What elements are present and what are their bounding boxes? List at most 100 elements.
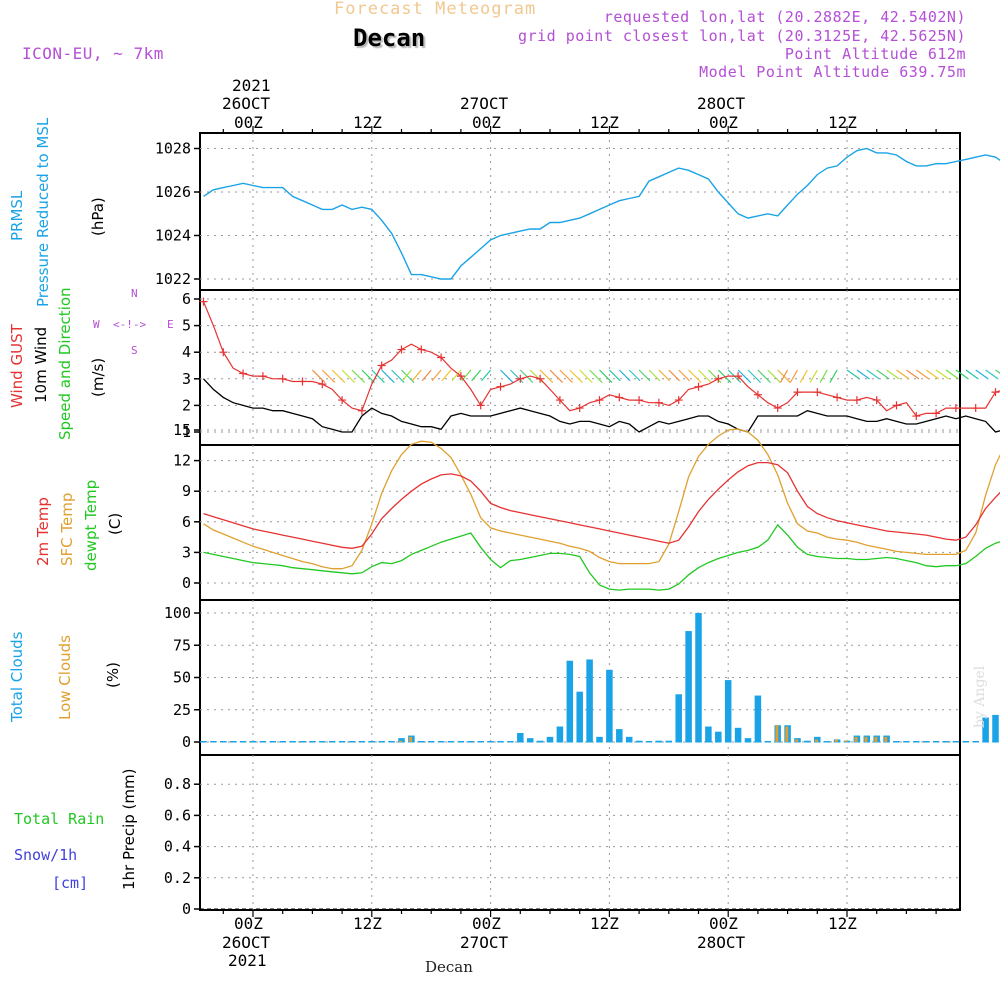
wind-gust-marker bbox=[793, 388, 802, 397]
wind-gust-marker bbox=[219, 348, 228, 357]
wind-gust-marker bbox=[298, 377, 307, 386]
pressure-line bbox=[203, 147, 1000, 280]
top-date-28oct: 28OCT bbox=[697, 94, 746, 113]
wind-gust-marker bbox=[714, 374, 723, 383]
precip-label-cm: [cm] bbox=[52, 874, 89, 892]
low-clouds-bar bbox=[399, 740, 403, 742]
clouds-baseline bbox=[645, 741, 653, 743]
wind-gust-marker bbox=[892, 401, 901, 410]
low-clouds-bar bbox=[775, 725, 779, 742]
station-title: Decan bbox=[353, 24, 426, 52]
total-clouds-bar bbox=[715, 731, 722, 742]
wind-ytick-label: 5 bbox=[182, 317, 191, 335]
wind-arrow bbox=[529, 369, 544, 384]
wind-gust-marker bbox=[476, 401, 485, 410]
wind-arrow bbox=[789, 369, 799, 383]
point-altitude: Point Altitude 612m bbox=[784, 45, 966, 63]
total-clouds-bar bbox=[586, 659, 593, 742]
wind-gust-marker bbox=[635, 396, 644, 405]
wind-arrow bbox=[856, 369, 870, 380]
clouds-baseline bbox=[239, 741, 247, 743]
wind-arrow bbox=[509, 369, 524, 384]
wind-arrow bbox=[698, 369, 712, 384]
total-clouds-bar bbox=[596, 736, 603, 742]
model-label: ICON-EU, ~ 7km bbox=[22, 44, 164, 63]
wind-arrow bbox=[451, 369, 462, 382]
wind-gust-marker bbox=[397, 345, 406, 354]
total-clouds-bar bbox=[517, 732, 524, 742]
total-clouds-bar bbox=[675, 694, 682, 742]
clouds-baseline bbox=[823, 741, 831, 743]
temp-label-dewpt: dewpt Temp bbox=[82, 479, 100, 571]
wind-arrow bbox=[569, 369, 583, 384]
temp-label-sfc: SFC Temp bbox=[58, 492, 76, 566]
top-hour-2: 00Z bbox=[472, 113, 501, 132]
low-clouds-bar bbox=[834, 739, 838, 742]
wind-arrow bbox=[608, 369, 621, 382]
top-hour-4: 00Z bbox=[709, 113, 738, 132]
wind-arrow bbox=[955, 369, 969, 380]
wind-arrow bbox=[589, 369, 603, 384]
pressure-unit: (hPa) bbox=[89, 197, 107, 236]
temperature-ytick-label: 15 bbox=[173, 421, 191, 439]
bottom-year: 2021 bbox=[228, 951, 267, 970]
clouds-ytick-label: 50 bbox=[173, 669, 191, 687]
wind-arrow bbox=[866, 369, 880, 380]
wind-direction-arrows bbox=[311, 369, 1000, 384]
clouds-baseline bbox=[962, 741, 970, 743]
low-clouds-bar bbox=[884, 736, 888, 742]
precipitation-frame bbox=[199, 754, 961, 911]
wind-arrow bbox=[757, 369, 771, 384]
total-clouds-bar bbox=[655, 740, 663, 742]
precipitation-ytick-label: 0.4 bbox=[164, 838, 191, 856]
wind-arrow bbox=[799, 369, 808, 383]
clouds-baseline bbox=[259, 741, 267, 743]
bottom-hour-3: 12Z bbox=[590, 914, 619, 933]
wind-gust-marker bbox=[694, 382, 703, 391]
super-title: Forecast Meteogram bbox=[334, 0, 537, 19]
temp-label-2m: 2m Temp bbox=[34, 497, 52, 566]
total-clouds-bar bbox=[734, 727, 742, 742]
clouds-baseline bbox=[249, 741, 257, 743]
total-clouds-bar bbox=[616, 729, 623, 742]
total-clouds-bar bbox=[576, 691, 583, 742]
bottom-date-27oct: 27OCT bbox=[460, 933, 509, 952]
wind-arrow bbox=[549, 369, 564, 384]
bottom-date-28oct: 28OCT bbox=[697, 933, 746, 952]
wind-arrow bbox=[321, 369, 336, 384]
wind-10m-line bbox=[203, 378, 1000, 433]
clouds-ytick-label: 100 bbox=[164, 604, 191, 622]
temp-unit: (C) bbox=[106, 512, 124, 535]
wind-arrow bbox=[779, 369, 789, 383]
clouds-baseline bbox=[319, 741, 326, 743]
clouds-baseline bbox=[942, 741, 950, 743]
precip-label-rain: Total Rain bbox=[14, 810, 105, 828]
wind-arrow bbox=[361, 369, 375, 384]
wind-arrow bbox=[658, 369, 671, 382]
pressure-frame bbox=[199, 132, 961, 291]
wind-arrow bbox=[371, 369, 385, 384]
wind-gust-marker bbox=[258, 372, 267, 381]
precip-label-snow: Snow/1h bbox=[14, 846, 78, 864]
wind-ytick-label: 3 bbox=[182, 370, 191, 388]
wind-gust-marker bbox=[991, 388, 1000, 397]
wind-arrow bbox=[688, 369, 702, 384]
clouds-ytick-label: 25 bbox=[173, 701, 191, 719]
low-clouds-bar bbox=[795, 739, 799, 742]
clouds-baseline bbox=[487, 741, 494, 743]
clouds-baseline bbox=[952, 741, 960, 743]
wind-arrow bbox=[648, 369, 661, 382]
clouds-baseline bbox=[893, 741, 900, 743]
wind-arrow bbox=[767, 369, 781, 384]
temperature-panel: 0 3 6 9 12 15 bbox=[173, 421, 961, 601]
wind-arrow bbox=[331, 369, 346, 384]
bottom-hour-2: 00Z bbox=[472, 914, 501, 933]
wind-arrow bbox=[678, 369, 690, 382]
wind-arrow bbox=[846, 369, 860, 380]
temperature-ytick-label: 12 bbox=[173, 452, 191, 470]
clouds-baseline bbox=[200, 741, 207, 743]
wind-arrow bbox=[481, 369, 492, 382]
wind-gust-marker bbox=[516, 374, 525, 383]
total-clouds-bar bbox=[744, 738, 752, 742]
clouds-baseline bbox=[388, 741, 395, 743]
